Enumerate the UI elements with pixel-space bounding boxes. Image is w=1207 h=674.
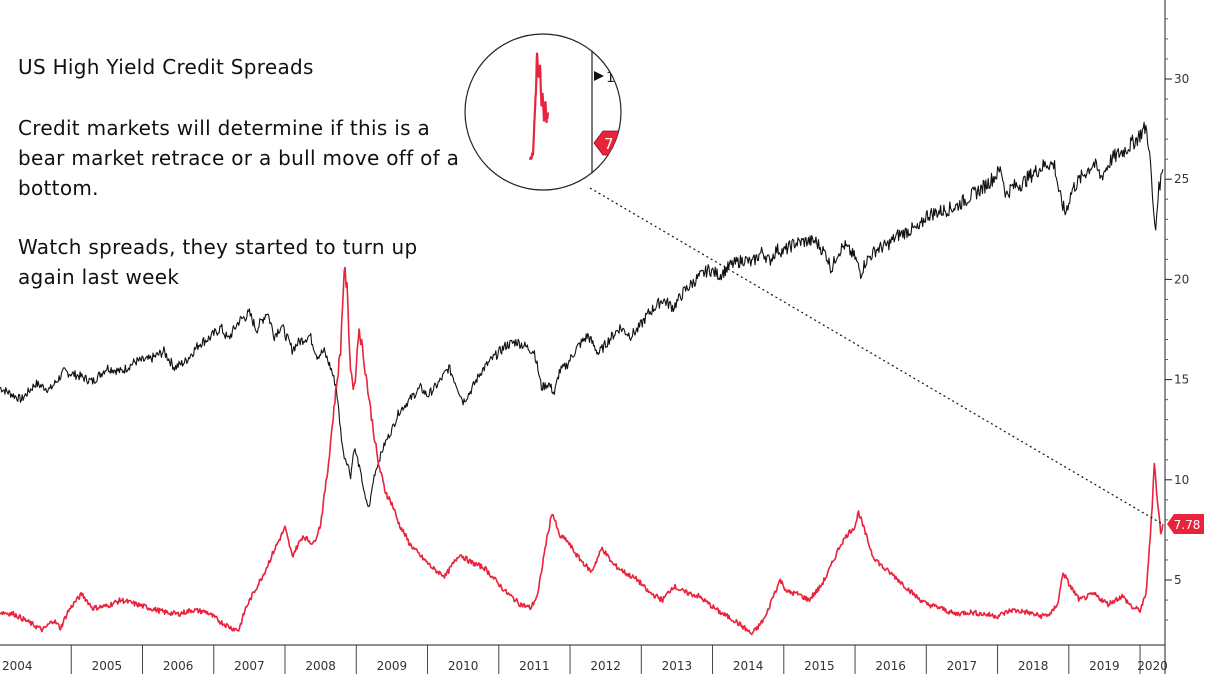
x-tick-label: 2008 xyxy=(305,659,336,673)
x-tick-label: 2007 xyxy=(234,659,265,673)
last-value-marker xyxy=(1167,514,1204,534)
x-tick-label: 2011 xyxy=(519,659,550,673)
x-tick-label: 2018 xyxy=(1018,659,1049,673)
inset-series-line xyxy=(528,52,550,161)
x-tick-label: 2005 xyxy=(92,659,123,673)
x-tick-label: 2020 xyxy=(1137,659,1168,673)
x-axis: 2004 2005 2006 2007 2008 2009 2010 2011 2012 2013… xyxy=(0,644,1168,674)
x-tick-label: 2019 xyxy=(1089,659,1120,673)
last-value-badge: 7.78 xyxy=(1167,514,1204,534)
last-value-label: 7.78 xyxy=(1174,518,1201,532)
inset-value-marker xyxy=(593,130,621,156)
x-tick-label: 2004 xyxy=(2,659,33,673)
y-tick-label: 5 xyxy=(1174,573,1182,587)
plot-area xyxy=(0,121,1164,636)
y-tick-label: 20 xyxy=(1174,272,1189,286)
inset-marker-1 xyxy=(594,71,604,81)
inset-tick-label: 1 xyxy=(606,70,615,86)
annotation-paragraph: Watch spreads, they started to turn up a… xyxy=(18,235,418,289)
zoom-leader-line xyxy=(589,187,1164,525)
spreads-series-line xyxy=(0,266,1164,636)
zoom-inset: 175 xyxy=(464,33,622,191)
y-tick-label: 15 xyxy=(1174,373,1189,387)
x-tick-label: 2014 xyxy=(733,659,764,673)
x-tick-label: 2015 xyxy=(804,659,835,673)
x-tick-label: 2012 xyxy=(590,659,621,673)
x-tick-label: 2009 xyxy=(377,659,408,673)
x-tick-label: 2016 xyxy=(875,659,906,673)
y-tick-label: 25 xyxy=(1174,172,1189,186)
x-tick-label: 2017 xyxy=(947,659,978,673)
x-tick-label: 2010 xyxy=(448,659,479,673)
annotation-title: US High Yield Credit Spreads xyxy=(18,55,314,79)
annotation-paragraph: Credit markets will determine if this is… xyxy=(18,116,460,200)
inset-value-label: 7 xyxy=(604,135,614,153)
equity-series-line xyxy=(0,121,1164,508)
y-tick-label: 10 xyxy=(1174,473,1189,487)
x-tick-label: 2006 xyxy=(163,659,194,673)
x-tick-label: 2013 xyxy=(662,659,693,673)
inset-marker-2 xyxy=(578,186,586,190)
y-axis: 5 10 15 20 25 30 xyxy=(1164,0,1189,674)
y-tick-label: 30 xyxy=(1174,72,1189,86)
